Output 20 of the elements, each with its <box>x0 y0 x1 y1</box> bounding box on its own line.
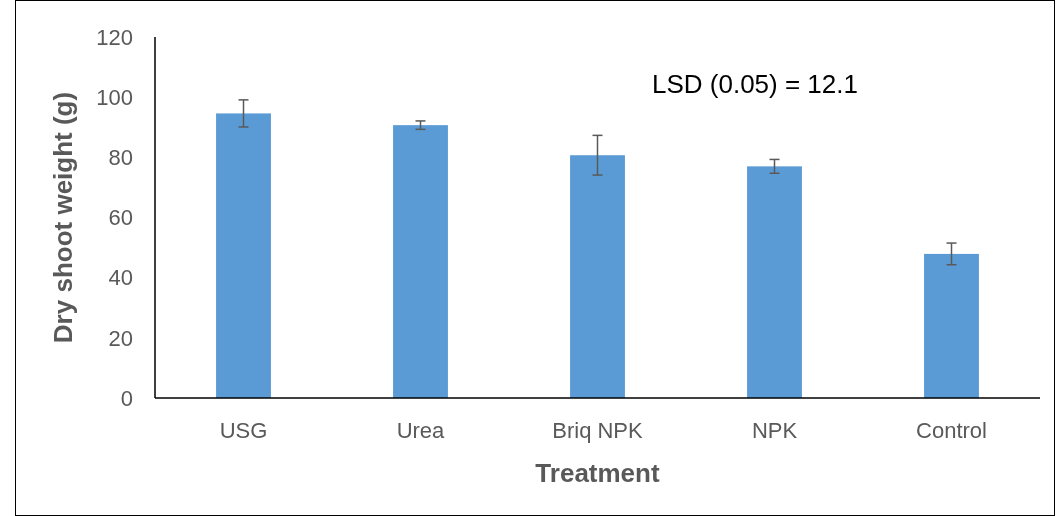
annotation: LSD (0.05) = 12.1 <box>652 69 858 99</box>
x-tick-label: Control <box>916 418 987 443</box>
y-tick-label: 60 <box>108 205 133 231</box>
bar <box>570 155 625 398</box>
x-tick-label: Urea <box>396 418 446 443</box>
x-axis-title: Treatment <box>535 458 660 488</box>
y-axis-title: Dry shoot weight (g) <box>48 91 78 344</box>
bar <box>747 166 802 398</box>
y-tick-label: 120 <box>96 24 133 50</box>
bar <box>216 113 271 398</box>
bar <box>924 253 979 398</box>
bar <box>393 125 448 398</box>
x-tick-label: USG <box>219 418 268 443</box>
x-tick-label: Briq NPK <box>552 418 644 443</box>
y-tick-label: 80 <box>108 145 133 171</box>
y-tick-label: 0 <box>120 385 133 411</box>
y-tick-label: 20 <box>108 325 133 351</box>
x-tick-label: NPK <box>751 418 798 443</box>
y-tick-label: 40 <box>108 265 133 291</box>
y-tick-label: 100 <box>96 84 133 110</box>
